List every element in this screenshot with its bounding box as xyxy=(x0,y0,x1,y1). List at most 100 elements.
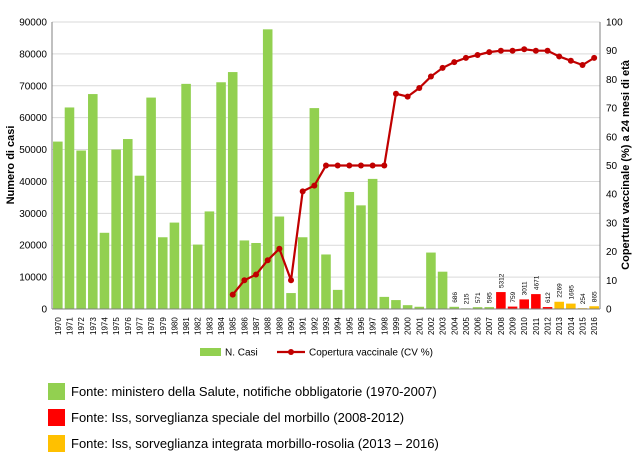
y2-tick-label: 70 xyxy=(606,104,618,115)
x-tick-label: 1991 xyxy=(299,317,308,335)
x-tick-label: 1987 xyxy=(252,317,261,335)
x-tick-label: 1974 xyxy=(100,317,109,335)
coverage-point-1996 xyxy=(357,162,364,169)
coverage-point-1999 xyxy=(392,90,399,97)
x-tick-label: 1983 xyxy=(205,317,214,335)
y-tick-label: 70000 xyxy=(19,81,47,92)
y2-axis-label: Copertura vaccinale (%) a 24 mesi di età xyxy=(620,59,632,270)
y2-tick-label: 30 xyxy=(606,218,618,229)
bar-2002 xyxy=(426,252,436,309)
coverage-point-2011 xyxy=(532,47,539,54)
legend-label-cv: Copertura vaccinale (CV %) xyxy=(309,348,433,359)
bar-2009 xyxy=(507,306,518,309)
coverage-point-1988 xyxy=(264,257,271,264)
x-tick-label: 1970 xyxy=(54,317,63,335)
x-tick-label: 2002 xyxy=(427,317,436,335)
bar-data-label: 2269 xyxy=(557,283,564,298)
bar-2014 xyxy=(566,303,576,309)
y-axis-ticks: 0 10000 20000 30000 40000 50000 60000 70000 8000… xyxy=(19,18,47,316)
x-tick-label: 2012 xyxy=(544,317,553,335)
y2-tick-label: 20 xyxy=(606,247,618,258)
y2-tick-label: 60 xyxy=(606,132,618,143)
bar-data-label: 686 xyxy=(452,292,459,303)
coverage-point-1990 xyxy=(288,277,295,284)
y-tick-label: 60000 xyxy=(19,113,47,124)
x-tick-label: 2014 xyxy=(567,317,576,335)
x-tick-label: 1986 xyxy=(240,317,249,335)
x-tick-label: 2015 xyxy=(579,317,588,335)
coverage-point-2009 xyxy=(509,47,516,54)
source-iss-integrata-swatch xyxy=(48,434,65,452)
coverage-point-1992 xyxy=(311,182,318,189)
bar-1985 xyxy=(227,72,238,309)
x-tick-label: 2004 xyxy=(450,317,459,335)
x-tick-label: 1972 xyxy=(77,317,86,335)
coverage-point-1991 xyxy=(299,188,306,195)
bar-1997 xyxy=(367,178,378,309)
bar-2012 xyxy=(542,307,553,309)
y-tick-label: 90000 xyxy=(19,18,47,29)
bar-1979 xyxy=(157,237,168,309)
coverage-point-1989 xyxy=(276,245,283,252)
source-iss-speciale-swatch xyxy=(48,408,65,426)
measles-chart: 686 215 571 595 5312 759 3011 4671 612 2269 1695 25… xyxy=(5,18,632,359)
y-tick-label: 0 xyxy=(41,305,47,316)
x-tick-label: 2011 xyxy=(532,317,541,335)
legend-label-casi: N. Casi xyxy=(225,348,258,359)
coverage-point-2008 xyxy=(497,47,504,54)
bar-1986 xyxy=(239,240,250,309)
bar-1982 xyxy=(192,244,203,309)
x-tick-label: 1999 xyxy=(392,317,401,335)
x-tick-label: 1993 xyxy=(322,317,331,335)
bar-1995 xyxy=(344,191,355,309)
bars xyxy=(53,29,599,310)
bar-1973 xyxy=(88,94,98,310)
x-tick-label: 1992 xyxy=(310,317,319,335)
x-axis-ticks: 1970 1971 1972 1973 1974 1975 1976 1977 1978 1979… xyxy=(54,317,599,335)
bar-2013 xyxy=(554,301,564,309)
bar-data-label: 1695 xyxy=(568,285,575,300)
coverage-point-2004 xyxy=(451,59,458,66)
coverage-point-1987 xyxy=(253,271,260,278)
source-ministero-swatch xyxy=(48,382,65,400)
bar-1976 xyxy=(123,139,133,309)
x-tick-label: 1975 xyxy=(112,317,121,335)
chart-legend: N. Casi Copertura vaccinale (CV %) xyxy=(200,348,433,359)
y2-tick-label: 50 xyxy=(606,161,618,172)
coverage-point-1994 xyxy=(334,162,341,169)
y-tick-label: 40000 xyxy=(19,177,47,188)
bar-1990 xyxy=(286,293,296,309)
bar-1988 xyxy=(262,29,273,310)
x-tick-label: 1996 xyxy=(357,317,366,335)
coverage-point-2016 xyxy=(591,54,598,61)
bar-1992 xyxy=(309,108,320,309)
bar-data-label: 5312 xyxy=(498,273,505,288)
y-axis-label: Numero di casi xyxy=(5,126,17,205)
x-tick-label: 2003 xyxy=(439,317,448,335)
bar-1974 xyxy=(99,232,110,309)
coverage-point-1993 xyxy=(323,162,329,169)
axes xyxy=(51,22,601,310)
coverage-point-2012 xyxy=(544,47,551,54)
source-iss-speciale-label: Fonte: Iss, sorveglianza speciale del mo… xyxy=(71,409,405,425)
bar-2016 xyxy=(589,306,599,309)
x-tick-label: 2008 xyxy=(497,317,506,335)
coverage-point-2007 xyxy=(486,49,493,56)
bar-2010 xyxy=(519,299,529,309)
y2-tick-label: 100 xyxy=(606,18,623,29)
bar-1970 xyxy=(53,141,63,309)
bar-data-label: 571 xyxy=(475,292,482,303)
bar-data-label: 254 xyxy=(580,293,587,304)
bar-1994 xyxy=(332,289,343,309)
x-tick-label: 2010 xyxy=(520,317,529,335)
x-tick-label: 1994 xyxy=(334,317,343,335)
bar-2001 xyxy=(414,306,425,309)
y-tick-label: 80000 xyxy=(19,49,47,60)
coverage-point-2003 xyxy=(439,64,446,71)
x-tick-label: 1977 xyxy=(135,317,144,335)
x-tick-label: 1998 xyxy=(380,317,389,335)
coverage-point-1998 xyxy=(381,162,388,169)
y2-tick-label: 10 xyxy=(606,276,618,287)
x-tick-label: 1995 xyxy=(345,317,354,335)
x-tick-label: 1997 xyxy=(369,317,378,335)
